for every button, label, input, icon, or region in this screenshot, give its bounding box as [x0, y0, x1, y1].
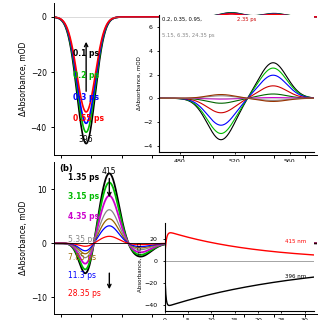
- Text: 3.15 ps: 3.15 ps: [68, 192, 99, 202]
- Text: 0.2 ps: 0.2 ps: [73, 71, 99, 80]
- Text: 11.3 ps: 11.3 ps: [68, 271, 96, 280]
- Y-axis label: ΔAbsorbance, mOD: ΔAbsorbance, mOD: [19, 42, 28, 116]
- Text: 28.35 ps: 28.35 ps: [68, 289, 100, 298]
- Text: 396: 396: [79, 135, 93, 144]
- Text: 1.35 ps: 1.35 ps: [68, 173, 99, 182]
- Text: (b): (b): [60, 164, 73, 173]
- Text: 4.35 ps: 4.35 ps: [68, 212, 99, 221]
- Text: 0.1 ps: 0.1 ps: [73, 49, 99, 58]
- Text: 415: 415: [102, 166, 116, 175]
- Y-axis label: ΔAbsorbance, mOD: ΔAbsorbance, mOD: [19, 201, 28, 275]
- Text: 5.35 ps: 5.35 ps: [68, 235, 96, 244]
- Text: 0.3 ps: 0.3 ps: [73, 92, 99, 101]
- Text: 0.55 ps: 0.55 ps: [73, 115, 104, 124]
- Text: 7.85 ps: 7.85 ps: [68, 253, 96, 262]
